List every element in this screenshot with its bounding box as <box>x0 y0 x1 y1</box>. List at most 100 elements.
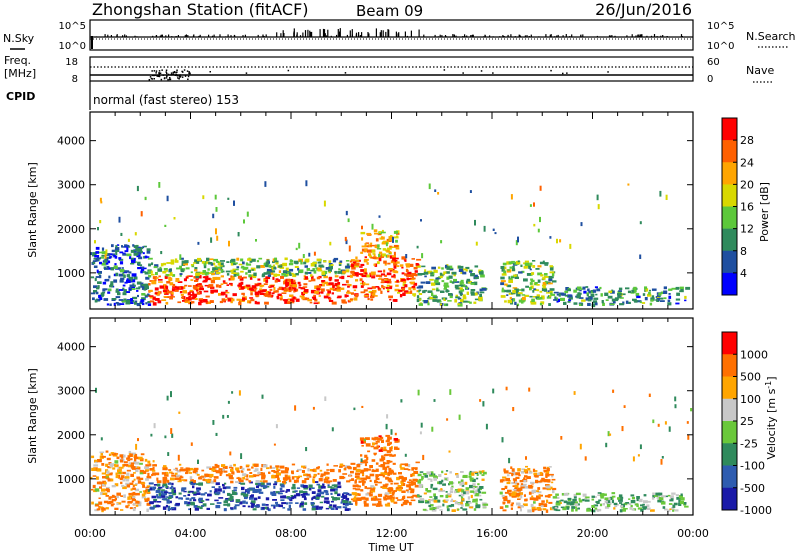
scatter-speck <box>275 424 278 429</box>
scatter-cell <box>509 296 512 300</box>
scatter-cell <box>482 504 487 508</box>
scatter-cell <box>153 484 159 486</box>
scatter-cell <box>229 464 233 467</box>
scatter-cell <box>120 459 124 463</box>
scatter-cell <box>368 274 372 278</box>
colorbar-segment <box>722 250 737 274</box>
scatter-cell <box>384 471 388 475</box>
scatter-speck <box>212 213 215 219</box>
scatter-cell <box>100 492 103 496</box>
scatter-cell <box>344 294 349 297</box>
scatter-cell <box>317 466 320 468</box>
scatter-cell <box>459 482 463 486</box>
scatter-cell <box>319 284 323 287</box>
scatter-cell <box>504 491 509 494</box>
scatter-cell <box>157 279 163 281</box>
scatter-cell <box>542 282 546 285</box>
scatter-cell <box>581 302 584 306</box>
scatter-cell <box>330 492 333 495</box>
scatter-cell <box>162 477 168 482</box>
scatter-cell <box>143 245 147 248</box>
scatter-cell <box>256 490 261 493</box>
scatter-cell <box>501 289 506 293</box>
scatter-cell <box>440 488 443 491</box>
scatter-cell <box>292 296 296 300</box>
scatter-cell <box>548 466 552 468</box>
scatter-cell <box>321 281 327 284</box>
scatter-cell <box>134 453 138 457</box>
scatter-cell <box>384 468 387 472</box>
scatter-cell <box>503 270 507 274</box>
scatter-cell <box>328 266 333 270</box>
scatter-cell <box>389 449 393 452</box>
scatter-cell <box>407 271 412 275</box>
scatter-cell <box>461 489 465 493</box>
scatter-cell <box>180 294 184 296</box>
scatter-cell <box>628 301 631 304</box>
scatter-cell <box>501 273 507 276</box>
scatter-cell <box>216 260 220 263</box>
scatter-cell <box>317 261 322 264</box>
scatter-cell <box>136 290 139 292</box>
scatter-speck <box>605 442 608 448</box>
scatter-cell <box>608 290 612 294</box>
scatter-cell <box>206 275 209 279</box>
scatter-cell <box>117 475 121 479</box>
scatter-cell <box>123 461 128 464</box>
scatter-cell <box>345 269 350 273</box>
scatter-cell <box>334 275 339 278</box>
scatter-cell <box>101 507 106 511</box>
scatter-speck <box>494 232 497 235</box>
scatter-cell <box>433 493 436 497</box>
scatter-cell <box>393 274 396 277</box>
scatter-cell <box>413 470 419 474</box>
scatter-cell <box>342 502 347 506</box>
scatter-cell <box>187 501 191 504</box>
scatter-cell <box>285 267 289 271</box>
scatter-cell <box>386 287 390 289</box>
scatter-speck <box>197 241 200 245</box>
scatter-cell <box>405 291 411 294</box>
scatter-cell <box>115 472 118 476</box>
scatter-cell <box>518 271 523 274</box>
scatter-cell <box>319 501 323 504</box>
scatter-cell <box>368 253 372 257</box>
scatter-speck <box>431 426 434 432</box>
scatter-cell <box>337 282 341 285</box>
scatter-cell <box>611 298 616 302</box>
scatter-cell <box>194 507 199 511</box>
scatter-cell <box>137 480 142 484</box>
scatter-cell <box>358 273 364 275</box>
scatter-cell <box>685 286 691 290</box>
scatter-cell <box>530 503 534 508</box>
scatter-cell <box>684 299 687 302</box>
scatter-cell <box>373 469 377 472</box>
scatter-cell <box>138 286 141 288</box>
scatter-speck <box>560 436 563 440</box>
scatter-cell <box>446 276 450 280</box>
scatter-cell <box>300 505 304 508</box>
scatter-cell <box>328 298 332 301</box>
scatter-cell <box>239 277 244 281</box>
scatter-cell <box>142 470 147 474</box>
scatter-cell <box>512 478 517 481</box>
scatter-cell <box>119 261 124 265</box>
scatter-cell <box>569 502 574 506</box>
scatter-cell <box>306 473 311 477</box>
scatter-cell <box>363 481 366 484</box>
scatter-cell <box>240 482 246 485</box>
scatter-cell <box>147 497 150 502</box>
scatter-cell <box>457 508 460 511</box>
scatter-cell <box>96 287 100 290</box>
scatter-cell <box>409 263 414 267</box>
scatter-cell <box>154 279 157 281</box>
scatter-cell <box>415 265 421 268</box>
scatter-cell <box>527 509 532 513</box>
scatter-cell <box>331 301 337 305</box>
scatter-cell <box>578 289 582 292</box>
scatter-cell <box>195 471 198 475</box>
scatter-cell <box>198 497 203 501</box>
scatter-cell <box>428 504 431 507</box>
scatter-cell <box>350 259 355 261</box>
scatter-speck <box>446 418 449 421</box>
